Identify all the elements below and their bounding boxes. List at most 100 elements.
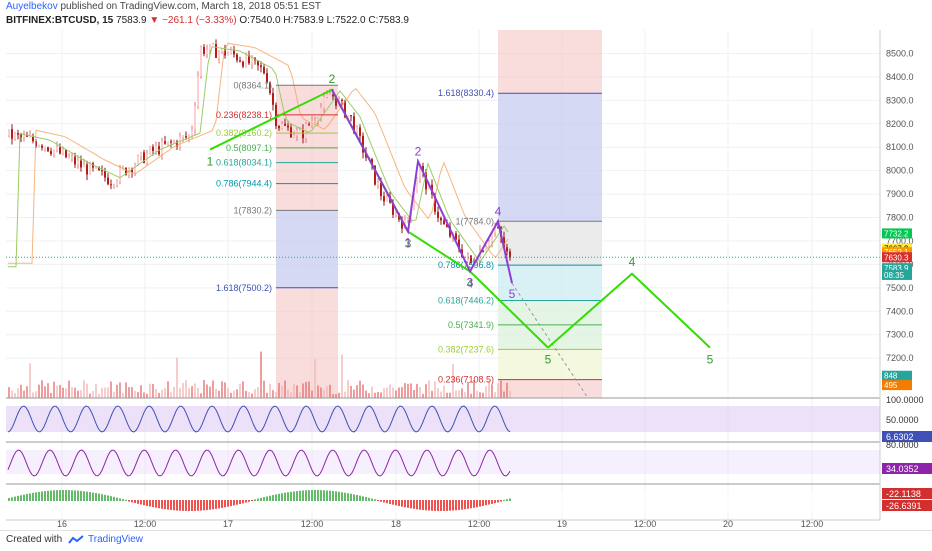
candle-body [233,49,235,55]
volume-bar [482,392,484,398]
volume-bar [464,392,466,398]
fib2-level-label: 0.618(7446.2) [438,295,494,305]
volume-bar [146,393,148,398]
candle-body [317,118,319,121]
macd-badge [882,500,932,511]
fib2-level-label: 0.236(7108.5) [438,375,494,385]
candle-body [419,165,421,179]
volume-bar [416,383,418,398]
price-axis: 8500.0 8400.0 8300.0 8200.0 8100.0 8000.0 7900… [879,30,914,520]
macd-bar [269,495,271,501]
candle-body [350,115,352,117]
volume-bar [242,381,244,398]
candle-body [314,120,316,122]
volume-bar [71,387,73,398]
macd-bar [56,490,58,501]
moving-average-line [8,42,509,264]
candle-body [206,50,208,54]
price-tick-label: 8100.0 [886,142,914,152]
candle-body [413,192,415,209]
macd-bar [407,500,409,508]
candle-body [170,141,172,143]
tradingview-brand[interactable]: TradingView [88,534,144,545]
price-badge-label: 495 [884,381,898,390]
volume-bar [62,387,64,398]
volume-bar [251,393,253,398]
volume-bar [227,388,229,398]
candle-body [509,251,511,258]
volume-bar [206,384,208,398]
volume-bar [131,387,133,398]
candle-body [275,104,277,126]
macd-bar [164,500,166,510]
macd-bar [290,491,292,501]
macd-bar [479,500,481,507]
rsi-scale-label: 80.0000 [886,440,919,450]
volume-bar [161,389,163,398]
macd-bar [476,500,478,508]
fib2-level-label: 1(7784.0) [455,216,494,226]
candle-body [476,262,478,265]
symbol-label[interactable]: BITFINEX:BTCUSD, 15 [6,15,114,26]
candle-body [278,125,280,129]
volume-bar [107,387,109,398]
volume-bar [500,380,502,398]
volume-bar [98,393,100,398]
candle-body [407,218,409,220]
volume-bar [422,393,424,398]
macd-bar [386,500,388,504]
fib1-level-label: 0.236(8238.1) [216,110,272,120]
macd-bar [422,500,424,511]
macd-bar [128,500,130,502]
candle-body [341,99,343,101]
time-tick-label: 18 [391,519,401,529]
volume-bar [290,392,292,398]
candle-body [149,146,151,154]
candle-body [272,93,274,105]
macd-bar [308,490,310,501]
author-link[interactable]: Auyelbekov [6,1,58,12]
macd-bar [329,490,331,501]
macd-bar [194,500,196,511]
candle-body [488,241,490,247]
macd-bar [188,500,190,511]
macd-bar [161,500,163,509]
candle-body [224,48,226,56]
candle-body [197,76,199,107]
macd-bar [257,498,259,501]
volume-bar [260,351,262,398]
volume-bar [263,380,265,398]
candle-body [116,181,118,185]
macd-bar [443,500,445,511]
volume-bar [509,390,511,398]
candle-body [266,73,268,83]
macd-bar [425,500,427,511]
candle-body [83,164,85,168]
time-tick-label: 12:00 [468,519,491,529]
macd-bar [35,492,37,501]
macd-bar [485,500,487,506]
macd-bar [341,492,343,501]
candle-body [95,167,97,169]
price-tick-label: 8300.0 [886,95,914,105]
volume-bar [47,383,49,398]
macd-bar [44,491,46,501]
candle-body [218,51,220,58]
macd-bar [158,500,160,509]
volume-bar [83,380,85,398]
macd-bar [203,500,205,511]
price-tick-label: 8000.0 [886,166,914,176]
volume-bar [230,392,232,398]
macd-bar [266,496,268,501]
price-tick-label: 8400.0 [886,72,914,82]
candle-body [440,217,442,221]
volume-bar [233,390,235,398]
volume-bar [155,388,157,398]
candle-body [32,136,34,142]
macd-bar [380,500,382,502]
volume-bar [350,386,352,398]
candle-body [383,196,385,202]
macd-bar [122,499,124,501]
candle-body [470,255,472,264]
